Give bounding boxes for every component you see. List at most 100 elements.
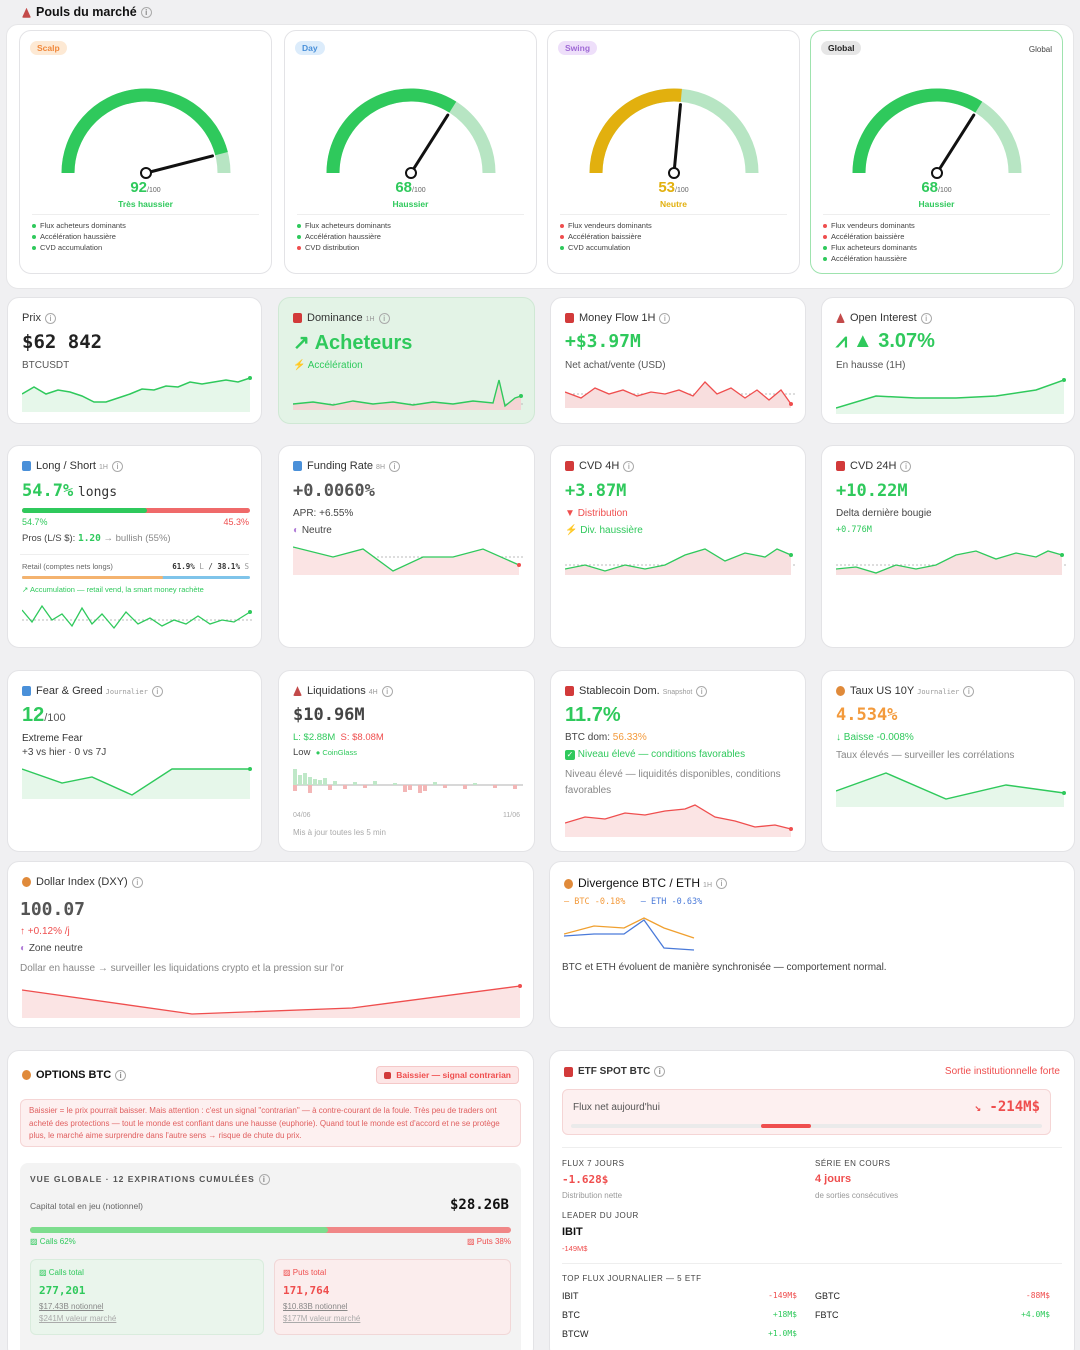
gauge-card-scalp[interactable]: Scalp 92/100 Très haussier Flux acheteurs d… xyxy=(19,30,272,274)
dxy-desc: Dollar en hausse → surveiller les liquid… xyxy=(20,963,344,974)
gauge-bullet: Accélération haussière xyxy=(32,231,126,242)
liq-value: $10.96M xyxy=(293,705,365,725)
page-title: Pouls du marché i xyxy=(22,5,152,19)
funding-rate-card[interactable]: Funding Rate 8H i +0.0060% APR: +6.55% ◐ N… xyxy=(278,445,535,648)
us10-sparkline xyxy=(836,772,1066,807)
funding-value: +0.0060% xyxy=(293,481,375,501)
price-sparkline xyxy=(22,376,252,412)
retail-label: Retail (comptes nets longs) xyxy=(22,562,113,571)
us10-desc: Taux élevés — surveiller les corrélation… xyxy=(836,750,1015,761)
info-icon[interactable]: i xyxy=(963,685,975,697)
etf-status: Sortie institutionnelle forte xyxy=(944,1066,1060,1077)
gauge-bullet: Accélération haussière xyxy=(823,253,917,264)
money-flow-card[interactable]: Money Flow 1H i +$3.97M Net achat/vente (… xyxy=(550,297,806,424)
gauge-value: 53/100 xyxy=(658,179,689,196)
gauge-label: Très haussier xyxy=(118,199,173,209)
dxy-card[interactable]: Dollar Index (DXY) i 100.07 ↑ +0.12% /j ◐… xyxy=(7,861,534,1028)
bolt-icon: ⚡ xyxy=(565,525,578,536)
cvd4-sparkline xyxy=(565,548,795,575)
dominance-card[interactable]: Dominance 1H i ↗ Acheteurs ⚡ Accélération xyxy=(278,297,535,424)
dominance-value: ↗ Acheteurs xyxy=(293,332,413,354)
puts-box: ▨ Puts total 171,764 $10.83B notionnel $… xyxy=(274,1259,511,1335)
gauge-bullet: CVD accumulation xyxy=(32,242,126,253)
us10-change: ↓ Baisse -0.008% xyxy=(836,732,914,743)
etf-flux-box: Flux net aujourd'hui ↘ -214M$ xyxy=(562,1089,1051,1135)
gauge-pill: Global xyxy=(821,41,862,55)
puts-notional: $10.83B notionnel xyxy=(283,1302,348,1311)
gauge-arc xyxy=(326,88,496,179)
gauge-bullets: Flux vendeurs dominants Accélération bais… xyxy=(560,220,652,253)
cvd24-value: +10.22M xyxy=(836,481,908,501)
fear-greed-card[interactable]: Fear & Greed Journalier i 12/100 Extreme F… xyxy=(7,670,262,852)
info-icon[interactable]: i xyxy=(115,1069,127,1081)
info-icon[interactable]: i xyxy=(920,312,932,324)
gauge-label: Haussier xyxy=(918,199,955,209)
info-icon[interactable]: i xyxy=(623,460,635,472)
ls-sparkline xyxy=(22,604,252,630)
oi-sparkline xyxy=(836,378,1066,414)
gauge-bullet: CVD accumulation xyxy=(560,242,652,253)
etf-card: ETF SPOT BTC i Sortie institutionnelle fo… xyxy=(549,1050,1075,1350)
divergence-card[interactable]: Divergence BTC / ETH 1H i — BTC -0.18% — E… xyxy=(549,861,1075,1028)
dominance-note: ⚡ Accélération xyxy=(293,360,363,371)
open-interest-card[interactable]: Open Interest i ⩘ ▲ 3.07% En hausse (1H) xyxy=(821,297,1075,424)
moon-icon: ◐ xyxy=(293,525,300,536)
gauge-arc xyxy=(589,88,759,179)
ls-bar xyxy=(22,508,250,513)
gauge-card-global[interactable]: Global Global 68/100 Haussier Flux vendeurs … xyxy=(810,30,1063,274)
info-icon[interactable]: i xyxy=(111,460,123,472)
info-icon[interactable]: i xyxy=(258,1174,270,1186)
price-card[interactable]: Prix i $62 842 BTCUSDT xyxy=(7,297,262,424)
calls-pct: ▨ Calls 62% xyxy=(30,1237,76,1246)
stable-btc: BTC dom: 56.33% xyxy=(565,732,647,743)
funding-state: ◐ Neutre xyxy=(293,525,332,536)
f7-value: -1.628$ xyxy=(562,1173,609,1186)
etf-row: BTC +18M$ xyxy=(562,1310,797,1320)
info-icon[interactable]: i xyxy=(140,7,152,19)
info-icon[interactable]: i xyxy=(44,312,56,324)
bolt-icon: ⚡ xyxy=(293,360,306,371)
gauge-needle xyxy=(672,103,682,175)
long-short-card[interactable]: Long / Short 1H i 54.7% longs 54.7% 45.3% … xyxy=(7,445,262,648)
puts-market: $177M valeur marché xyxy=(283,1314,361,1323)
flask-icon xyxy=(22,7,31,18)
gauge-card-swing[interactable]: Swing 53/100 Neutre Flux vendeurs dominants… xyxy=(547,30,800,274)
info-icon[interactable]: i xyxy=(654,1066,666,1077)
stablecoin-card[interactable]: Stablecoin Dom. Snapshot i 11.7% BTC dom: … xyxy=(550,670,806,852)
etf-row: FBTC +4.0M$ xyxy=(815,1310,1050,1320)
leader-note: -149M$ xyxy=(562,1244,588,1253)
puts-total-label: ▨ Puts total xyxy=(283,1268,327,1277)
trend-down-icon: ↘ xyxy=(974,1101,981,1114)
dxy-value: 100.07 xyxy=(20,899,86,920)
serie-note: de sorties consécutives xyxy=(815,1191,899,1200)
info-icon[interactable]: i xyxy=(659,312,671,324)
cap-value: $28.26B xyxy=(449,1197,509,1213)
cvd-24h-card[interactable]: CVD 24H i +10.22M Delta dernière bougie +… xyxy=(821,445,1075,648)
info-icon[interactable]: i xyxy=(696,685,708,697)
puts-pct: ▨ Puts 38% xyxy=(466,1237,511,1246)
info-icon[interactable]: i xyxy=(151,685,163,697)
gauge-arc xyxy=(852,88,1022,179)
calls-puts-bar xyxy=(30,1227,511,1233)
stable-check: ✓ Niveau élevé — conditions favorables xyxy=(565,749,746,760)
info-icon[interactable]: i xyxy=(389,460,400,472)
options-warning: Baissier = le prix pourrait baisser. Mai… xyxy=(20,1099,521,1147)
gauge-value: 68/100 xyxy=(395,179,426,196)
liquidations-card[interactable]: Liquidations 4H i $10.96M L: $2.88M S: $8.… xyxy=(278,670,535,852)
info-icon[interactable]: i xyxy=(131,876,143,888)
info-icon[interactable]: i xyxy=(900,460,912,472)
calls-notional: $17.43B notionnel xyxy=(39,1302,104,1311)
ls-short-pct: 45.3% xyxy=(223,517,249,527)
info-icon[interactable]: i xyxy=(381,685,393,697)
info-icon[interactable]: i xyxy=(378,312,390,324)
liq-date-start: 04/06 xyxy=(293,812,311,819)
leader-label: LEADER DU JOUR xyxy=(562,1211,639,1220)
moon-icon: ◐ xyxy=(20,943,27,954)
cvd-4h-card[interactable]: CVD 4H i +3.87M ▼ Distribution ⚡ Div. hau… xyxy=(550,445,806,648)
info-icon[interactable]: i xyxy=(716,878,727,890)
serie-value: 4 jours xyxy=(815,1173,852,1185)
gauge-card-day[interactable]: Day 68/100 Haussier Flux acheteurs dominant… xyxy=(284,30,537,274)
price-value: $62 842 xyxy=(22,331,103,353)
us10y-card[interactable]: Taux US 10Y Journalier i 4.534% ↓ Baisse -… xyxy=(821,670,1075,852)
gauge-value: 68/100 xyxy=(921,179,952,196)
